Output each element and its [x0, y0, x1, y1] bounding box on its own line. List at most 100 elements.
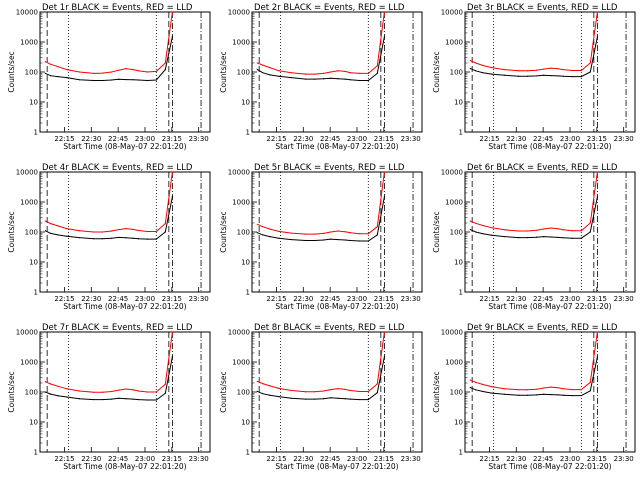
lld-point	[503, 229, 505, 231]
lld-point	[550, 67, 552, 69]
lld-point	[469, 220, 471, 222]
events-point	[93, 238, 95, 240]
lld-point	[290, 389, 292, 392]
x-tick-label: 23:15	[374, 135, 394, 143]
events-point	[358, 240, 360, 242]
lld-point	[376, 226, 378, 228]
events-point	[164, 392, 166, 394]
events-point	[518, 394, 520, 396]
plot-frame	[251, 331, 423, 453]
lld-point	[269, 67, 271, 69]
x-tick-label: 22:30	[81, 455, 101, 463]
y-axis-label: Counts/sec	[219, 51, 228, 92]
lld-point	[550, 227, 552, 229]
lld-point	[469, 379, 471, 381]
lld-point	[543, 387, 545, 389]
y-axis-label: Counts/sec	[7, 51, 16, 92]
x-tick-label: 22:45	[320, 295, 340, 303]
x-axis-label: Start Time (08-May-07 22:01:20)	[63, 462, 186, 471]
events-point	[571, 394, 573, 397]
lld-point	[571, 389, 573, 391]
lld-point	[322, 232, 325, 234]
x-axis-label: Start Time (08-May-07 22:01:20)	[488, 462, 611, 471]
events-point	[344, 398, 346, 400]
lld-point	[132, 228, 134, 231]
events-point	[146, 238, 148, 240]
events-point	[596, 36, 599, 38]
events-point	[132, 398, 134, 400]
events-point	[171, 36, 174, 38]
events-point	[589, 231, 591, 233]
events-point	[469, 387, 471, 389]
y-tick-label: 1000	[20, 199, 38, 207]
lld-point	[580, 69, 582, 72]
events-point	[503, 393, 505, 395]
lld-point	[290, 72, 292, 74]
y-tick-label: 100	[237, 389, 250, 397]
events-point	[376, 234, 378, 236]
events-series-line	[257, 356, 385, 401]
lld-point	[305, 73, 307, 75]
y-tick-label: 10000	[441, 169, 463, 177]
lld-point	[562, 388, 565, 390]
x-tick-label: 23:00	[135, 135, 155, 143]
x-tick-label: 23:30	[189, 295, 209, 303]
lld-point	[118, 229, 120, 231]
events-point	[50, 232, 52, 234]
x-tick-label: 23:00	[347, 295, 367, 303]
x-tick-label: 22:45	[320, 135, 340, 143]
events-point	[256, 69, 258, 71]
lld-point	[93, 391, 95, 393]
lld-point	[171, 171, 174, 173]
lld-point	[518, 230, 520, 232]
lld-point	[330, 231, 332, 233]
lld-point	[314, 391, 316, 393]
events-point	[596, 196, 599, 198]
events-point	[518, 237, 520, 239]
events-point	[78, 398, 80, 400]
lld-point	[349, 389, 352, 392]
lld-point	[383, 331, 386, 333]
y-axis-label: Counts/sec	[432, 211, 441, 252]
events-point	[383, 196, 386, 198]
lld-point	[137, 229, 140, 232]
y-tick-label: 1	[246, 449, 250, 457]
events-series-line	[257, 196, 385, 242]
y-tick-label: 1000	[232, 39, 250, 47]
events-point	[383, 356, 386, 358]
lld-series-line	[257, 331, 385, 393]
plot-frame	[251, 171, 423, 293]
y-axis-label: Counts/sec	[432, 51, 441, 92]
events-point	[469, 229, 471, 231]
lld-point	[256, 380, 258, 383]
x-tick-label: 23:30	[614, 135, 634, 143]
x-tick-label: 22:15	[266, 135, 286, 143]
events-point	[50, 75, 52, 77]
lld-point	[535, 229, 538, 231]
events-point	[383, 36, 386, 38]
events-point	[118, 78, 120, 80]
events-point	[580, 76, 582, 78]
events-point	[330, 397, 332, 399]
events-point	[132, 237, 134, 239]
lld-point	[278, 230, 280, 232]
lld-point	[580, 230, 582, 232]
x-tick-label: 22:15	[266, 295, 286, 303]
lld-point	[110, 230, 113, 232]
events-point	[543, 236, 545, 238]
events-series-line	[45, 356, 173, 401]
plot-frame	[464, 11, 636, 133]
x-tick-label: 23:15	[587, 135, 607, 143]
lld-point	[44, 61, 46, 63]
x-tick-label: 22:15	[479, 455, 499, 463]
y-axis-label: Counts/sec	[432, 371, 441, 412]
lld-point	[482, 383, 484, 386]
events-point	[262, 72, 264, 74]
lld-point	[66, 227, 68, 230]
events-point	[367, 79, 369, 82]
y-tick-label: 10	[454, 99, 463, 107]
events-point	[337, 78, 339, 80]
events-point	[137, 79, 140, 81]
lld-point	[171, 331, 174, 333]
lld-point	[596, 171, 599, 173]
